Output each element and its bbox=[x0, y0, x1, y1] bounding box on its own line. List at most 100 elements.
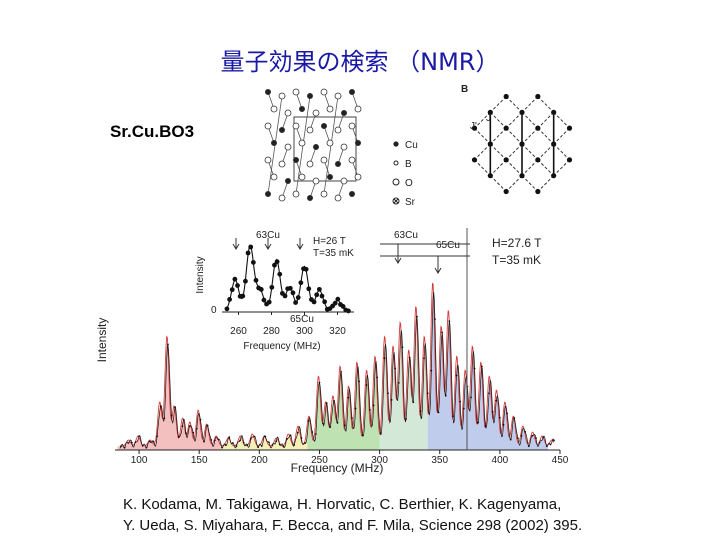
data-point bbox=[488, 392, 490, 395]
data-point bbox=[282, 445, 285, 448]
inset-x-tick-label: 280 bbox=[263, 326, 280, 337]
data-point bbox=[206, 424, 209, 427]
sr-atom bbox=[270, 173, 278, 181]
citation: K. Kodama, M. Takigawa, H. Horvatic, C. … bbox=[123, 494, 683, 536]
o-atom bbox=[326, 139, 334, 147]
inset-data-point bbox=[258, 287, 264, 292]
legend-label-sr: Sr bbox=[405, 197, 416, 208]
data-point bbox=[228, 436, 231, 439]
inset-data-point bbox=[295, 295, 301, 300]
data-point bbox=[286, 438, 288, 440]
data-point bbox=[372, 404, 375, 407]
data-point bbox=[152, 440, 155, 443]
sr-atom bbox=[340, 143, 348, 151]
lattice-site bbox=[551, 109, 557, 115]
cu-atom bbox=[284, 177, 291, 184]
data-point bbox=[167, 343, 169, 346]
data-point bbox=[217, 438, 220, 441]
data-point bbox=[314, 433, 317, 435]
data-point bbox=[163, 417, 166, 420]
data-point bbox=[441, 331, 444, 334]
inset-data-point bbox=[314, 292, 320, 298]
data-point bbox=[210, 439, 213, 441]
data-point bbox=[495, 399, 498, 402]
data-point bbox=[192, 431, 195, 434]
open-small-circle-icon bbox=[393, 160, 399, 166]
inset-zero-label: 0 bbox=[211, 305, 217, 316]
main-x-axis-label: Frequency (MHz) bbox=[291, 461, 384, 475]
shaded-region-3 bbox=[379, 317, 428, 450]
inset-data-point bbox=[266, 299, 272, 305]
cu-atom bbox=[270, 139, 277, 146]
data-point bbox=[343, 424, 346, 427]
data-point bbox=[419, 410, 422, 413]
cu-atom bbox=[348, 89, 355, 96]
data-point bbox=[322, 422, 324, 425]
inset-data-point bbox=[229, 287, 235, 293]
data-point bbox=[134, 441, 137, 444]
inset-data-point bbox=[243, 278, 248, 284]
lattice-site bbox=[535, 157, 541, 163]
data-point bbox=[379, 433, 382, 435]
sr-atom bbox=[326, 105, 334, 113]
lattice-site bbox=[535, 188, 541, 195]
cu-atom bbox=[306, 194, 313, 201]
data-point bbox=[477, 421, 480, 424]
inset-data-point bbox=[277, 271, 283, 277]
citation-line-1: K. Kodama, M. Takigawa, H. Horvatic, C. … bbox=[123, 496, 562, 513]
data-point bbox=[293, 444, 296, 446]
cu-atom bbox=[278, 127, 285, 134]
lattice-site bbox=[566, 125, 573, 131]
inset-data-point bbox=[293, 300, 298, 305]
cu-atom bbox=[298, 106, 305, 113]
shaded-region-4 bbox=[427, 295, 548, 450]
inset-data-point bbox=[287, 285, 293, 291]
cu-atom bbox=[312, 143, 319, 150]
inset-x-tick-label: 320 bbox=[329, 326, 346, 337]
sr-atom bbox=[306, 126, 314, 134]
data-point bbox=[351, 417, 353, 419]
data-point bbox=[260, 445, 263, 447]
inset-data-point bbox=[253, 277, 259, 283]
data-point bbox=[177, 436, 180, 438]
slide-title: 量子効果の検索 （NMR） bbox=[220, 48, 500, 76]
data-point bbox=[257, 446, 260, 449]
data-point bbox=[268, 441, 270, 444]
data-point bbox=[538, 441, 541, 444]
cu-atom bbox=[334, 160, 341, 167]
data-point bbox=[130, 441, 133, 444]
lattice-site bbox=[551, 173, 557, 179]
o-atom bbox=[292, 122, 300, 130]
data-point bbox=[415, 315, 418, 318]
inset-65cu-label: 65Cu bbox=[290, 314, 314, 325]
o-atom bbox=[320, 190, 328, 198]
data-point bbox=[444, 394, 447, 397]
main-x-tick-label: 300 bbox=[371, 455, 388, 466]
data-point bbox=[455, 374, 458, 377]
shastry-sutherland-lattice: B J J' bbox=[461, 84, 573, 195]
data-point bbox=[506, 412, 508, 415]
main-temp-annotation: T=35 mK bbox=[492, 253, 541, 267]
data-point bbox=[527, 445, 530, 448]
cu-atom bbox=[320, 123, 327, 130]
sr-atom bbox=[278, 160, 286, 168]
cu-atom bbox=[306, 93, 313, 100]
o-atom bbox=[264, 156, 272, 164]
inset-data-point bbox=[340, 304, 346, 309]
lattice-site bbox=[535, 93, 541, 100]
main-x-tick-label: 250 bbox=[311, 455, 328, 466]
data-point bbox=[462, 407, 465, 410]
shaded-region-1 bbox=[220, 427, 308, 450]
sr-atom bbox=[320, 156, 328, 164]
o-atom bbox=[312, 109, 320, 117]
crystal-structure bbox=[264, 88, 362, 202]
cu-atom bbox=[292, 156, 299, 163]
inset-data-point bbox=[322, 299, 328, 305]
data-point bbox=[239, 439, 241, 442]
o-atom bbox=[278, 92, 286, 100]
o-atom bbox=[270, 105, 278, 113]
filled-dot-icon bbox=[393, 141, 399, 147]
cu-atom bbox=[348, 190, 355, 197]
data-point bbox=[185, 432, 187, 435]
data-point bbox=[329, 426, 332, 428]
